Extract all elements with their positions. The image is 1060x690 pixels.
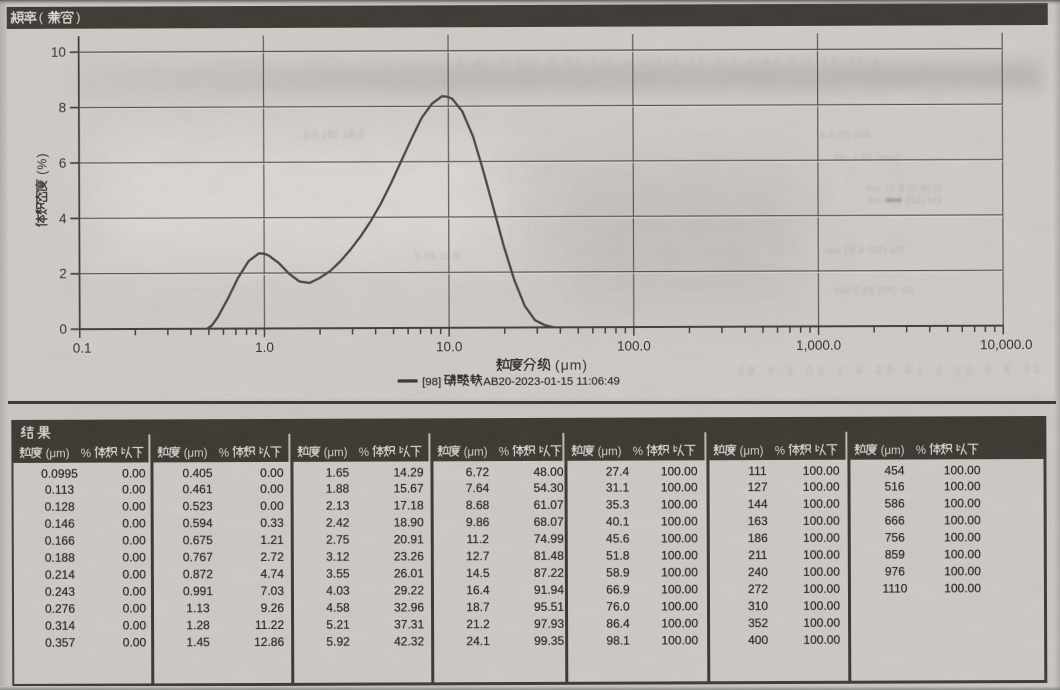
- svg-text:10,000.0: 10,000.0: [980, 337, 1033, 352]
- svg-text:4: 4: [59, 211, 67, 226]
- svg-text:8: 8: [59, 100, 67, 115]
- svg-text:100.0: 100.0: [617, 339, 651, 354]
- svg-text:6: 6: [59, 156, 67, 171]
- svg-text:1.0: 1.0: [255, 340, 274, 355]
- svg-text:10.0: 10.0: [436, 339, 462, 354]
- svg-text:1,000.0: 1,000.0: [796, 338, 841, 353]
- svg-text:0: 0: [59, 322, 67, 337]
- svg-text:2: 2: [59, 266, 67, 281]
- svg-text:0.1: 0.1: [73, 341, 92, 356]
- svg-text:10: 10: [51, 45, 66, 60]
